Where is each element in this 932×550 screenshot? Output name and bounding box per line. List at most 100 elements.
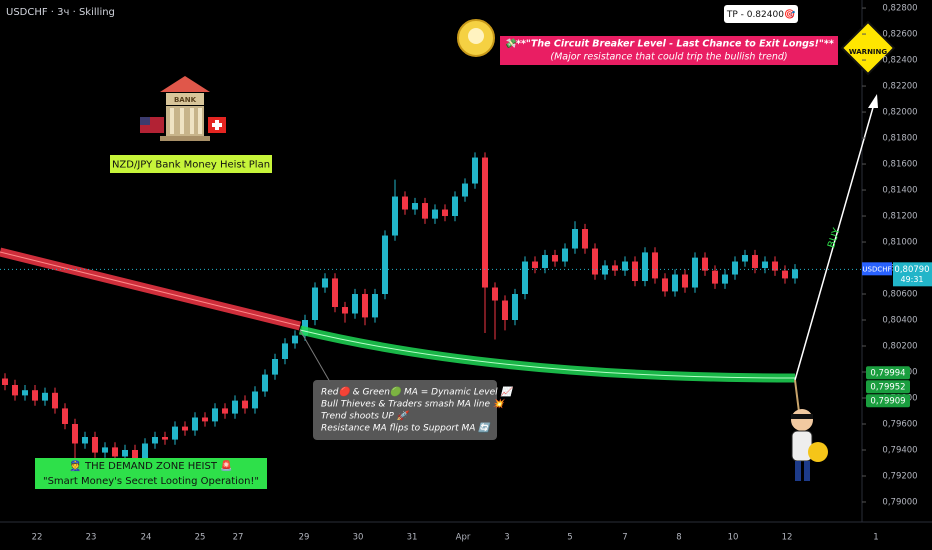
x-tick-label: 7 — [622, 533, 627, 543]
tp-box — [724, 5, 798, 23]
candle-body — [262, 374, 268, 392]
candle-body — [162, 436, 168, 440]
candle-body — [582, 229, 588, 249]
candle-body — [762, 261, 768, 269]
bank-sign — [166, 93, 204, 105]
candle-body — [42, 392, 48, 401]
tp-label: TP - 0.82400🎯 — [726, 9, 795, 20]
candle-body — [122, 449, 128, 457]
candle-body — [102, 447, 108, 453]
candle-body — [202, 417, 208, 422]
candle-body — [362, 294, 368, 318]
candle-body — [132, 449, 138, 461]
candle-body — [142, 443, 148, 461]
x-tick-label: 3 — [504, 533, 509, 543]
x-tick-label: 5 — [567, 533, 572, 543]
candle-body — [292, 335, 298, 344]
candle-body — [752, 255, 758, 269]
y-tick-label: 0,79200 — [882, 471, 917, 481]
x-tick-label: 24 — [141, 533, 152, 543]
y-tick-label: 0,79000 — [882, 497, 917, 507]
candle-body — [702, 257, 708, 271]
candle-body — [272, 359, 278, 375]
candle-body — [192, 417, 198, 431]
candle-body — [22, 390, 28, 396]
countdown: 49:31 — [900, 275, 923, 284]
candle-body — [722, 274, 728, 284]
candle-body — [402, 196, 408, 210]
candle-body — [782, 270, 788, 279]
buy-arrow — [794, 103, 875, 381]
y-tick-label: 0,80400 — [882, 316, 917, 326]
candle-body — [592, 248, 598, 275]
candle-body — [562, 248, 568, 262]
candle-body — [242, 400, 248, 409]
candle-body — [62, 408, 68, 424]
candle-body — [222, 408, 228, 414]
x-tick-label: Apr — [456, 533, 471, 543]
candle-body — [252, 391, 258, 409]
swiss-cross — [212, 123, 222, 127]
pillar — [198, 108, 202, 134]
x-tick-label: 22 — [32, 533, 43, 543]
y-tick-label: 0,81000 — [882, 238, 917, 248]
green-ma-line — [299, 329, 796, 379]
y-tick-label: 0,82600 — [882, 30, 917, 40]
warning-sign: WARNING — [840, 20, 896, 76]
candle-body — [662, 278, 668, 292]
candle-body — [632, 261, 638, 282]
warning-text: WARNING — [849, 48, 888, 56]
x-tick-label: 27 — [233, 533, 244, 543]
ma-price-label: 0,79994 — [870, 368, 905, 378]
demand-zone-title: 👮 THE DEMAND ZONE HEIST 🚨 — [69, 459, 232, 472]
candle-body — [452, 196, 458, 217]
candle-body — [652, 252, 658, 279]
last-price-label: 0,80790 — [894, 265, 929, 275]
thief-leg — [795, 461, 801, 481]
candle-body — [352, 294, 358, 314]
y-tick-label: 0,80200 — [882, 342, 917, 352]
coin-face — [468, 28, 484, 44]
candle-body — [472, 157, 478, 184]
candle-body — [492, 287, 498, 301]
bank-text: BANK — [174, 96, 197, 104]
candle-body — [172, 426, 178, 440]
candle-body — [542, 255, 548, 269]
candle-body — [382, 235, 388, 295]
candle-body — [392, 196, 398, 236]
us-flag-canton — [140, 117, 150, 125]
candle-body — [692, 257, 698, 288]
bank-icon: BANK — [140, 76, 226, 141]
y-tick-label: 0,80600 — [882, 290, 917, 300]
candle-body — [52, 392, 58, 409]
candle-body — [182, 426, 188, 431]
plan-label: NZD/JPY Bank Money Heist Plan — [112, 160, 270, 171]
buy-arrowhead — [868, 94, 878, 108]
coin-icon — [457, 19, 495, 57]
candle-body — [212, 408, 218, 422]
candle-body — [112, 447, 118, 457]
x-tick-label: 29 — [299, 533, 310, 543]
thief-mask — [791, 414, 813, 419]
candle-body — [342, 307, 348, 314]
y-tick-label: 0,79400 — [882, 445, 917, 455]
ma-note-line: Trend shoots UP 🚀 — [321, 410, 411, 422]
warning-diamond — [840, 20, 896, 76]
candle-body — [482, 157, 488, 288]
ma-price-label: 0,79909 — [870, 396, 905, 406]
thief-leg — [804, 461, 810, 481]
money-bag — [808, 442, 828, 462]
candle-body — [552, 255, 558, 262]
candle-body — [372, 294, 378, 318]
y-tick-label: 0,81600 — [882, 160, 917, 170]
y-tick-label: 0,81800 — [882, 134, 917, 144]
pillar — [180, 108, 184, 134]
x-tick-label: 10 — [728, 533, 739, 543]
thief-head — [791, 409, 813, 431]
candle-body — [732, 261, 738, 275]
y-tick-label: 0,82400 — [882, 56, 917, 66]
candle-body — [432, 209, 438, 219]
ma-note-line: Resistance MA flips to Support MA 🔄 — [321, 422, 491, 434]
candle-body — [672, 274, 678, 292]
y-tick-label: 0,81400 — [882, 186, 917, 196]
